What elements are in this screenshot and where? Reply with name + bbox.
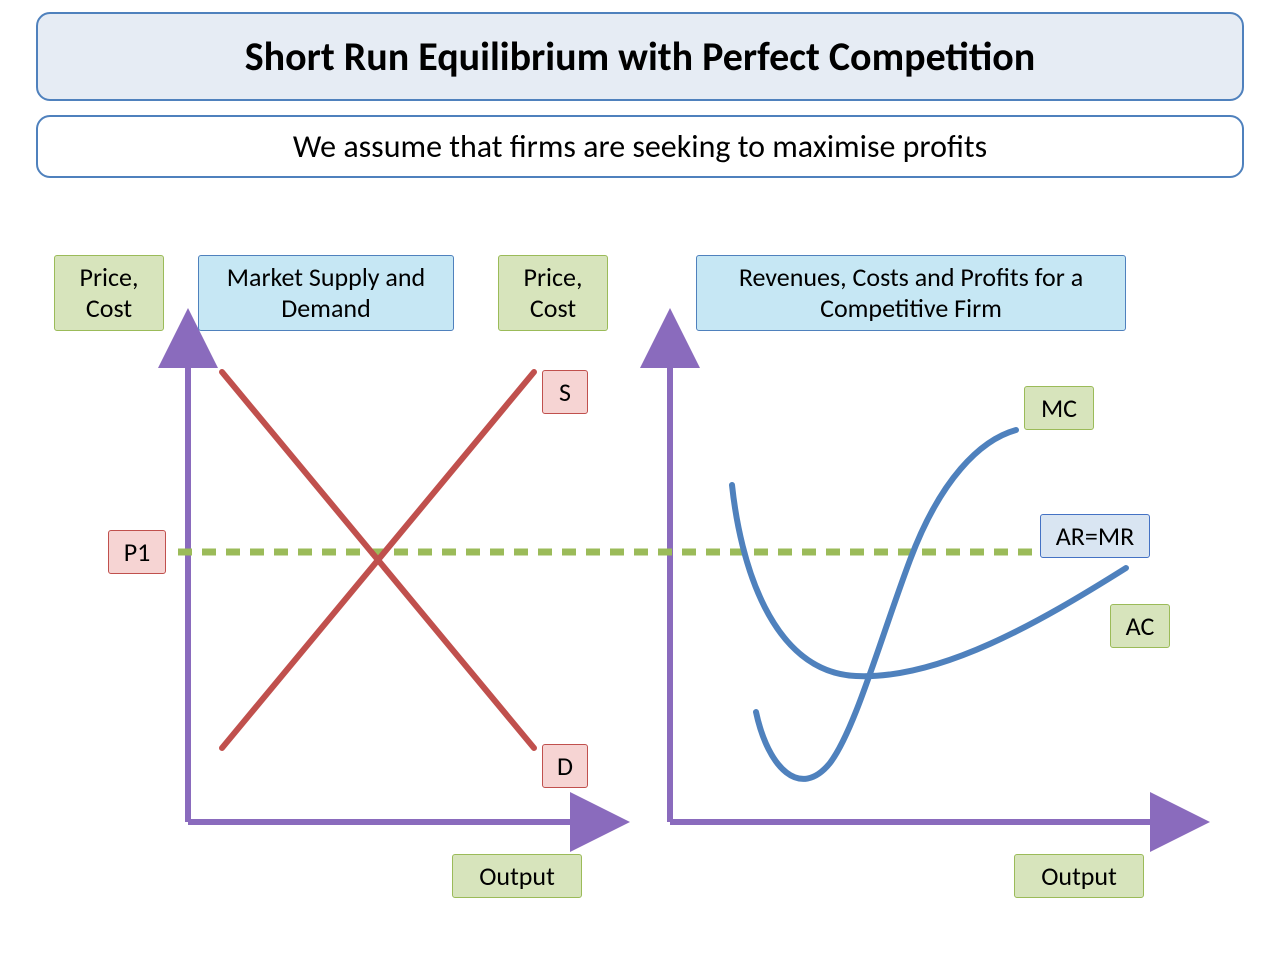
demand-label: D [542, 744, 588, 788]
diagram-svg [0, 0, 1280, 957]
ac-label: AC [1110, 604, 1170, 648]
supply-label: S [542, 370, 588, 414]
left-x-axis-label: Output [452, 854, 582, 898]
right-x-axis-label: Output [1014, 854, 1144, 898]
p1-label: P1 [108, 530, 166, 574]
left-y-axis-label: Price,Cost [54, 255, 164, 331]
armr-label: AR=MR [1040, 514, 1150, 558]
slide: Short Run Equilibrium with Perfect Compe… [0, 0, 1280, 957]
right-panel-title: Revenues, Costs and Profits for aCompeti… [696, 255, 1126, 331]
left-panel-title: Market Supply andDemand [198, 255, 454, 331]
mc-curve [756, 430, 1016, 779]
right-y-axis-label: Price,Cost [498, 255, 608, 331]
mc-label: MC [1024, 386, 1094, 430]
